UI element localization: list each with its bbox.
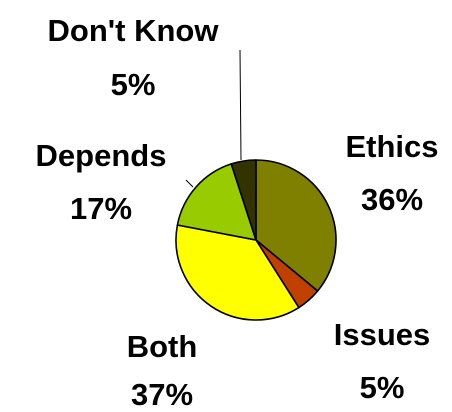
label-issues-name: Issues <box>334 317 431 352</box>
pie-slice-don-t-know <box>230 159 257 241</box>
leader-line-depends <box>185 179 194 188</box>
label-ethics-value: 36% <box>361 182 423 217</box>
label-depends-name: Depends <box>36 138 167 173</box>
leader-line-dontknow <box>239 49 242 161</box>
label-both-name: Both <box>127 329 198 364</box>
leader-lines <box>185 49 242 188</box>
label-dontknow-value: 5% <box>111 67 156 102</box>
pie-slice-both <box>175 224 300 321</box>
pie-slice-ethics <box>255 159 337 292</box>
pie-slices <box>175 159 337 321</box>
label-dontknow-name: Don't Know <box>48 13 220 48</box>
label-depends-value: 17% <box>70 191 132 226</box>
label-ethics-name: Ethics <box>345 129 438 164</box>
pie-slice-depends <box>176 163 257 241</box>
label-both-value: 37% <box>131 377 193 412</box>
label-issues-value: 5% <box>360 370 405 405</box>
